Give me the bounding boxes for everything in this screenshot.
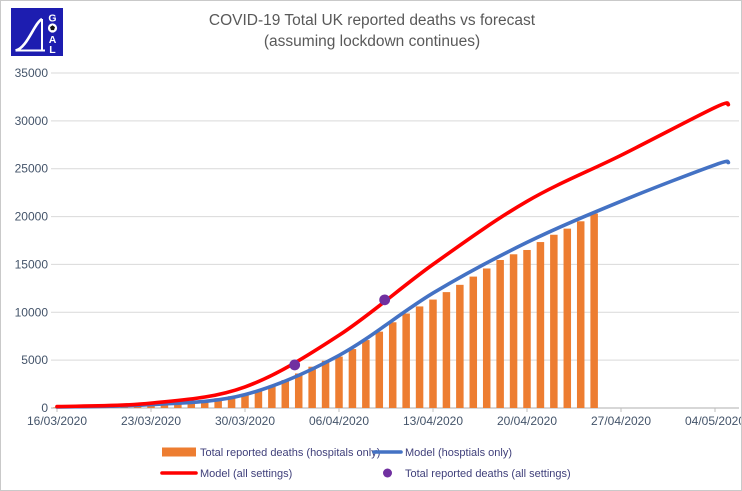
y-axis-label: 35000 (15, 66, 49, 80)
bar-reported-deaths (254, 390, 263, 408)
bar-reported-deaths (375, 331, 384, 408)
legend-label-bars: Total reported deaths (hospitals only) (200, 447, 380, 459)
x-axis-label: 16/03/2020 (27, 414, 87, 428)
y-axis-label: 20000 (15, 210, 49, 224)
bar-reported-deaths (227, 396, 236, 408)
bar-reported-deaths (335, 356, 343, 408)
bar-reported-deaths (160, 403, 169, 408)
legend-swatch-bars (162, 447, 196, 457)
bar-reported-deaths (281, 380, 290, 408)
bar-reported-deaths (509, 254, 518, 408)
legend-label-model_all_settings: Model (all settings) (200, 468, 292, 480)
bar-reported-deaths (429, 299, 437, 408)
title-block: COVID-19 Total UK reported deaths vs for… (1, 10, 741, 52)
goal-logo: G A L (11, 8, 63, 56)
y-axis-label: 10000 (15, 305, 49, 319)
bar-reported-deaths (200, 400, 209, 408)
line-model-all-settings (55, 101, 731, 409)
x-axis-label: 27/04/2020 (591, 414, 651, 428)
legend-swatch-reported_all_settings (383, 468, 392, 478)
bar-reported-deaths (174, 403, 182, 408)
goal-logo-graphic: G A L (11, 8, 63, 56)
chart-subtitle: (assuming lockdown continues) (263, 33, 481, 50)
soccer-ball-icon (47, 23, 58, 33)
y-axis-label: 15000 (15, 257, 49, 271)
bar-reported-deaths (590, 213, 598, 408)
bar-reported-deaths (415, 306, 424, 408)
logo-growth-curve (15, 17, 43, 52)
chart-title: COVID-19 Total UK reported deaths vs for… (208, 12, 536, 29)
bar-reported-deaths (348, 349, 357, 408)
legend-label-model_hospitals: Model (hosptials only) (405, 447, 512, 459)
bar-reported-deaths (563, 228, 572, 408)
y-axis-label: 0 (41, 401, 48, 415)
bar-reported-deaths (187, 402, 196, 408)
x-axis-label: 20/04/2020 (497, 414, 557, 428)
line-model-hospitals (55, 159, 731, 409)
bar-reported-deaths (496, 259, 504, 408)
bar-reported-deaths (321, 360, 330, 408)
bar-reported-deaths (388, 322, 397, 408)
bar-reported-deaths (456, 284, 464, 408)
x-axis-label: 04/05/2020 (685, 414, 742, 428)
bar-reported-deaths (308, 366, 316, 408)
y-axis-label: 30000 (15, 114, 49, 128)
bar-reported-deaths (523, 249, 531, 408)
point-reported-all-settings (379, 294, 391, 306)
x-axis-label: 13/04/2020 (403, 414, 463, 428)
point-reported-all-settings (289, 359, 301, 371)
bar-reported-deaths (402, 313, 410, 408)
logo-letter-l: L (49, 44, 56, 56)
y-axis-label: 5000 (21, 353, 48, 367)
bar-reported-deaths (294, 373, 303, 408)
bar-reported-deaths (362, 340, 370, 408)
bar-reported-deaths (214, 398, 222, 408)
logo-letter-a: A (49, 34, 57, 46)
legend-label-reported_all_settings: Total reported deaths (all settings) (405, 468, 571, 480)
bar-reported-deaths (550, 234, 558, 408)
x-axis-label: 30/03/2020 (215, 414, 275, 428)
bar-reported-deaths (576, 221, 585, 408)
logo-letter-g: G (48, 13, 56, 25)
bar-reported-deaths (482, 268, 491, 408)
bar-reported-deaths (268, 385, 276, 408)
bar-reported-deaths (469, 276, 478, 408)
y-axis-label: 25000 (15, 162, 49, 176)
bar-reported-deaths (241, 394, 249, 408)
x-axis-label: 06/04/2020 (309, 414, 369, 428)
x-axis-label: 23/03/2020 (121, 414, 181, 428)
bar-reported-deaths (536, 242, 545, 408)
bar-reported-deaths (442, 292, 451, 408)
